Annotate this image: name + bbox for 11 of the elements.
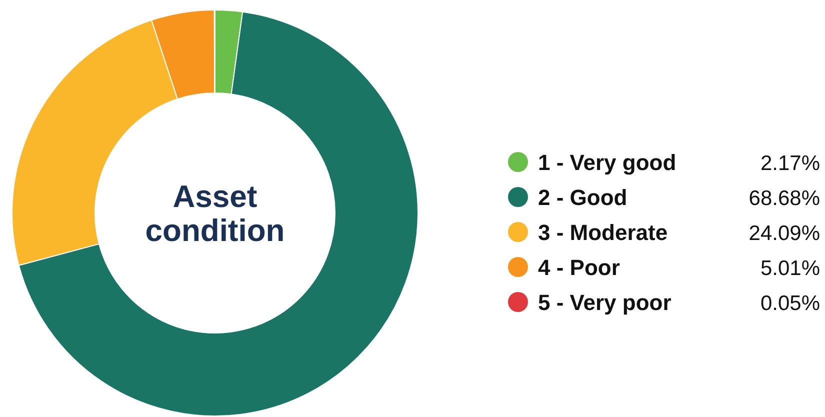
data-label: 5.01% — [760, 257, 820, 280]
legend-label: 1 - Very good — [538, 150, 676, 175]
data-label: 24.09% — [748, 222, 820, 245]
legend-label: 4 - Poor — [538, 255, 620, 280]
legend-label: 2 - Good — [538, 185, 628, 210]
text: Asset condition — [145, 179, 285, 248]
data-label: 68.68% — [748, 187, 820, 210]
data-label: 2.17% — [760, 152, 820, 175]
data-label: 0.05% — [760, 292, 820, 315]
legend-label: 3 - Moderate — [538, 220, 668, 245]
legend-label: 5 - Very poor — [538, 290, 672, 315]
